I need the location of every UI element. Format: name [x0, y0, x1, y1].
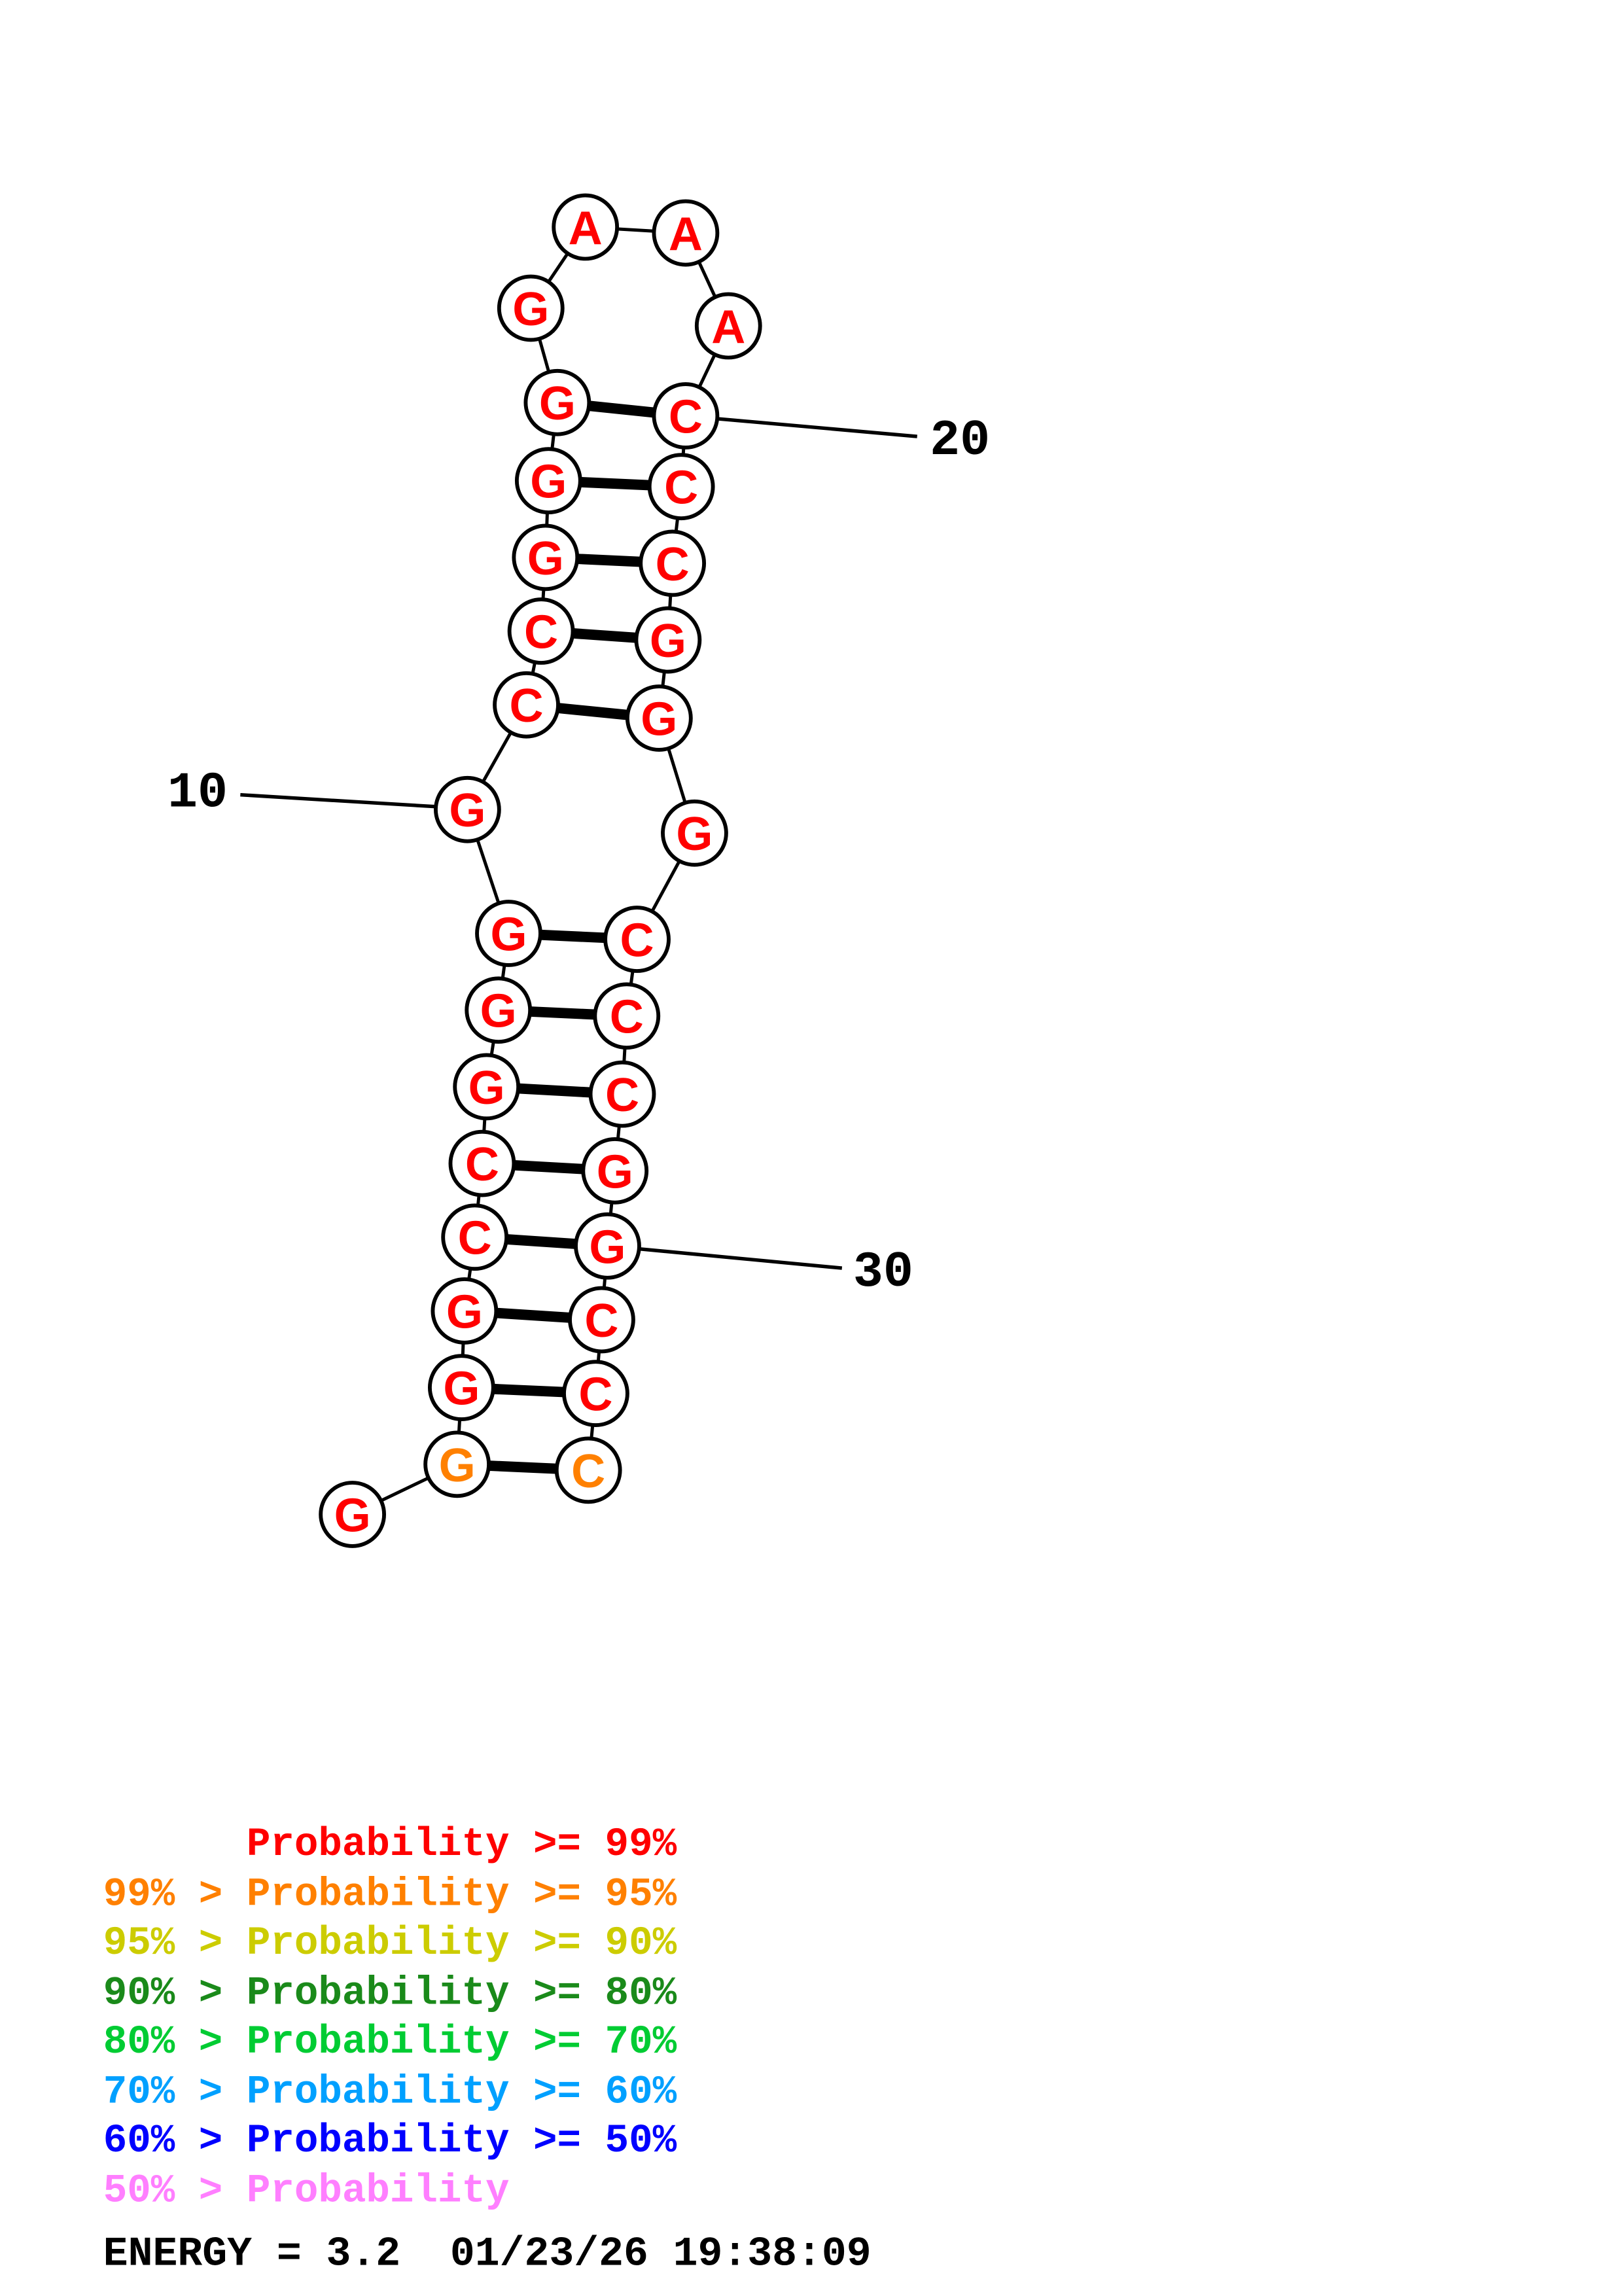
energy-line: ENERGY = 3.2 01/23/26 19:38:09 [103, 2232, 872, 2278]
nucleotide-circle [652, 382, 720, 450]
nucleotide-letter: G [439, 1439, 476, 1492]
nucleotide-circle [453, 1053, 521, 1121]
nucleotide-letter: C [584, 1295, 618, 1347]
nucleotide-letter: A [711, 301, 745, 353]
nucleotide-circle [574, 1212, 641, 1280]
position-label-line [718, 417, 917, 438]
legend-row: 99% > Probability >= 95% [103, 1873, 677, 1918]
position-label-line [639, 1247, 843, 1270]
legend-row: 90% > Probability >= 80% [103, 1972, 677, 2017]
nucleotide-circle [639, 529, 707, 597]
nucleotide-circle [647, 453, 715, 521]
legend-row: 95% > Probability >= 90% [103, 1922, 677, 1968]
nucleotide-letter: A [569, 202, 603, 255]
nucleotide-letter: C [620, 915, 654, 967]
nucleotide-letter: G [539, 378, 576, 430]
nucleotide-circle [431, 1277, 499, 1345]
legend-row: 70% > Probability >= 60% [103, 2071, 677, 2115]
nucleotide-letter: C [509, 680, 543, 732]
legend-row: 80% > Probability >= 70% [103, 2021, 677, 2066]
legend-row: 60% > Probability >= 50% [103, 2120, 677, 2165]
nucleotide-letter: G [449, 785, 485, 837]
nucleotide-letter: G [641, 693, 677, 745]
nucleotide-circle [507, 597, 575, 665]
position-label: 10 [167, 766, 228, 822]
nucleotide-circle [465, 976, 533, 1044]
nucleotide-circle [523, 368, 591, 436]
nucleotide-circle [554, 1436, 622, 1504]
nucleotide-circle [568, 1286, 635, 1354]
nucleotide-circle [497, 274, 565, 342]
nucleotide-letter: G [589, 1221, 626, 1273]
legend-row: Probability >= 99% [103, 1824, 677, 1869]
nucleotide-circle [694, 292, 762, 360]
nucleotide-letter: G [490, 908, 527, 961]
nucleotide-circle [512, 523, 580, 592]
nucleotide-letter: C [458, 1212, 492, 1265]
nucleotide-circle [448, 1129, 516, 1197]
nucleotide-circle [581, 1137, 649, 1205]
position-label-line [240, 792, 435, 809]
nucleotide-circle [423, 1430, 491, 1498]
nucleotide-circle [514, 447, 582, 515]
nucleotide-circle [652, 199, 720, 267]
nucleotide-letter: A [669, 208, 703, 260]
nucleotide-circle [625, 684, 693, 752]
nucleotide-circle [552, 193, 620, 261]
nucleotide-circle [634, 606, 702, 674]
nucleotide-circle [593, 982, 661, 1050]
nucleotide-letter: G [597, 1146, 633, 1198]
nucleotide-letter: G [468, 1062, 505, 1114]
nucleotide-circle [475, 900, 542, 967]
nucleotide-letter: C [669, 391, 703, 443]
nucleotide-circle [562, 1360, 629, 1428]
nucleotide-letter: C [664, 462, 698, 514]
nucleotide-letter: G [443, 1363, 480, 1415]
nucleotide-letter: C [524, 607, 558, 659]
nucleotide-circle [588, 1060, 656, 1128]
nucleotide-circle [441, 1203, 509, 1271]
nucleotide-circle [434, 775, 501, 843]
nucleotide-letter: C [578, 1369, 612, 1421]
nucleotide-letter: G [334, 1489, 371, 1542]
nucleotide-letter: G [480, 985, 517, 1038]
nucleotide-letter: G [512, 283, 549, 336]
probability-legend: Probability >= 99% 99% > Probability >= 9… [103, 1822, 677, 2217]
nucleotide-circle [603, 906, 671, 973]
nucleotide-circle [493, 671, 560, 739]
nucleotide-letter: G [676, 808, 713, 860]
nucleotide-letter: C [656, 539, 690, 591]
nucleotide-circle [319, 1481, 386, 1548]
nucleotide-letter: C [571, 1445, 605, 1498]
nucleotide-letter: G [650, 615, 686, 667]
position-label: 20 [930, 413, 990, 470]
nucleotide-letter: C [465, 1139, 499, 1191]
nucleotide-letter: C [610, 991, 644, 1044]
position-label: 30 [853, 1245, 913, 1301]
nucleotide-letter: G [530, 456, 567, 508]
legend-row: 50% > Probability [103, 2170, 510, 2214]
nucleotide-letter: G [527, 533, 564, 585]
nucleotide-circle [661, 799, 728, 867]
nucleotide-letter: G [446, 1286, 483, 1338]
nucleotide-circle [427, 1354, 495, 1422]
nucleotide-letter: C [605, 1069, 639, 1122]
